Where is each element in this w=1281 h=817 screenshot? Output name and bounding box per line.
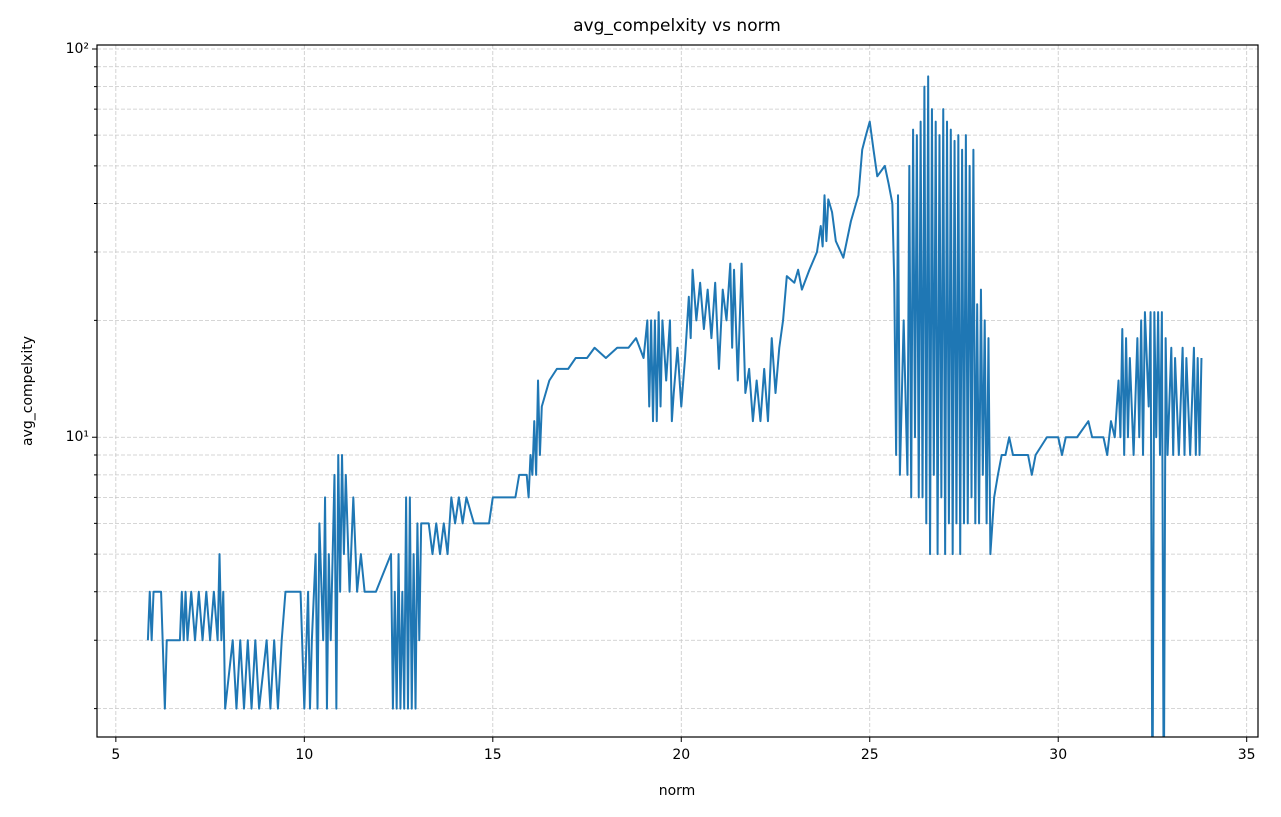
x-tick-label: 5 (111, 747, 120, 763)
chart-title: avg_compelxity vs norm (573, 16, 781, 36)
x-tick-label: 35 (1238, 747, 1256, 763)
x-tick-label: 15 (484, 747, 502, 763)
x-tick-label: 25 (861, 747, 879, 763)
axes-frame (96, 44, 1259, 738)
y-tick-label: 10¹ (66, 429, 89, 445)
x-tick-label: 30 (1049, 747, 1067, 763)
plot-area (146, 75, 1203, 737)
data-line (146, 75, 1203, 737)
grid (97, 45, 1258, 737)
x-tick-label: 20 (672, 747, 690, 763)
x-tick-label: 10 (295, 747, 313, 763)
x-axis-label: norm (659, 783, 696, 799)
ticks: 5 10 15 20 25 30 35 10¹ 10² (66, 41, 1256, 763)
y-axis-label: avg_compelxity (20, 336, 36, 446)
y-tick-label: 10² (66, 41, 89, 57)
